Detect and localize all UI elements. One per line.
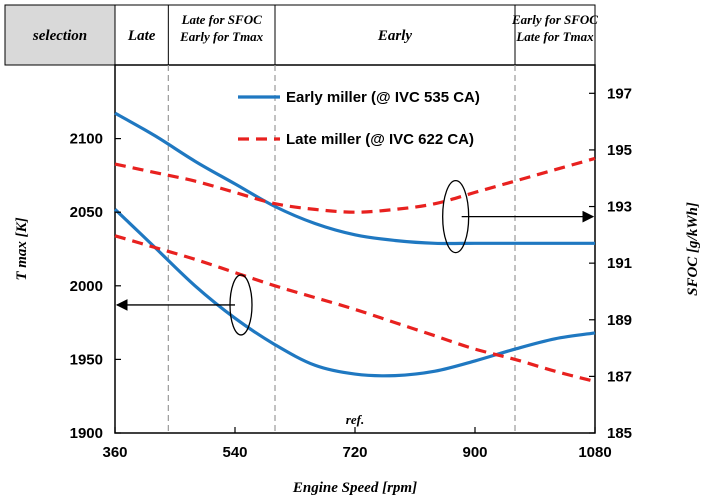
y-right-tick-label-191: 191: [607, 255, 632, 272]
region-divider-lines: [167, 65, 516, 433]
early-miller-tmax-line: [113, 208, 596, 378]
plot-frame: [114, 64, 596, 434]
y-right-tick-label-197: 197: [607, 85, 632, 102]
ref-annotation: ref.: [346, 412, 364, 427]
early-miller-sfoc-line: [114, 111, 595, 246]
y-right-tick-label-193: 193: [607, 199, 632, 216]
x-tick-label-1080: 1080: [578, 444, 611, 461]
x-tick-label-720: 720: [342, 444, 367, 461]
selection-region-1-line-1: Late: [127, 28, 156, 44]
selection-region-3-line-1: Early: [377, 28, 413, 44]
y-left-tick-label-1900: 1900: [70, 425, 103, 442]
legend-label-early: Early miller (@ IVC 535 CA): [286, 89, 480, 106]
series-layer: [113, 111, 596, 384]
curve-group-ellipse-left: [229, 274, 253, 336]
y-right-tick-label-195: 195: [607, 142, 632, 159]
curve-group-ellipse-right: [442, 179, 470, 254]
annotation-arrows: [115, 179, 595, 336]
y-right-tick-label-189: 189: [607, 312, 632, 329]
y-left-tick-label-2100: 2100: [70, 131, 103, 148]
selection-region-4-line-1: Early for SFOC: [511, 12, 598, 27]
late-miller-sfoc-line: [114, 156, 596, 214]
selection-region-4-line-2: Late for Tmax: [515, 29, 594, 44]
x-tick-label-900: 900: [462, 444, 487, 461]
left-y-axis-title: T max [K]: [14, 217, 30, 280]
legend: Early miller (@ IVC 535 CA) Late miller (…: [238, 89, 480, 148]
selection-region-2-line-2: Early for Tmax: [179, 29, 264, 44]
y-right-tick-label-185: 185: [607, 425, 632, 442]
selection-label: selection: [32, 28, 87, 44]
x-axis-title: Engine Speed [rpm]: [292, 480, 417, 496]
y-left-tick-label-1950: 1950: [70, 351, 103, 368]
late-miller-tmax-line: [114, 234, 596, 384]
legend-label-late: Late miller (@ IVC 622 CA): [286, 131, 474, 148]
x-tick-label-360: 360: [102, 444, 127, 461]
selection-regions: Late Late for SFOC Early for Tmax Early Earl…: [127, 5, 598, 65]
axis-ticks: 360 540 720 900 1080 1900 1950 2000 2050 2100 185 1…: [70, 85, 632, 461]
y-left-tick-label-2000: 2000: [70, 278, 103, 295]
selection-label-cell: [4, 4, 116, 66]
right-y-axis-title: SFOC [g/kWh]: [685, 202, 701, 296]
y-right-tick-label-187: 187: [607, 368, 632, 385]
x-tick-label-540: 540: [222, 444, 247, 461]
y-left-tick-label-2050: 2050: [70, 204, 103, 221]
selection-region-2-line-1: Late for SFOC: [181, 12, 263, 27]
